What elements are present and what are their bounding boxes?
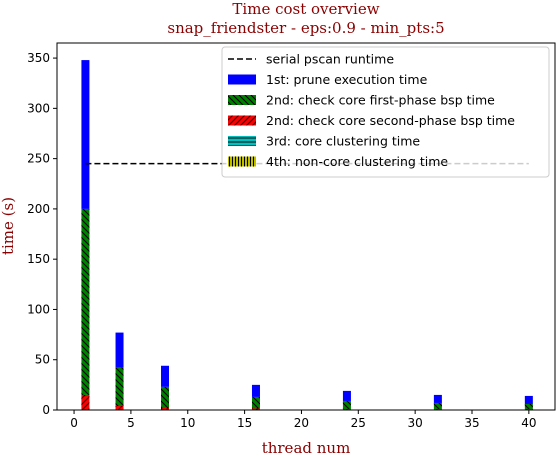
x-axis-ticks: 0 5 10 15 20 25 30 35 40 [70,410,536,430]
x-tick-label: 35 [464,416,479,430]
bar-2nd-check-core-second-phase-bsp-time-x8-hatch [161,407,170,410]
legend-item-2nd-check-core-second-phase-bsp-time: 2nd: check core second-phase bsp time [228,113,515,128]
bar-2nd-check-core-second-phase-bsp-time-x1-hatch [81,394,90,410]
y-tick-label: 0 [42,403,50,417]
legend: serial pscan runtime 1st: prune execution… [221,46,550,178]
bar-2nd-check-core-second-phase-bsp-time-x4-hatch [115,405,124,410]
y-tick-label: 150 [27,252,50,266]
x-tick-label: 0 [70,416,78,430]
chart-title: Time cost overview [232,0,379,18]
bar-1st-prune-execution-time-x8 [161,365,170,387]
x-tick-label: 10 [180,416,195,430]
legend-label: 3rd: core clustering time [266,134,420,149]
bar-2nd-check-core-first-phase-bsp-time-x8-hatch [161,386,170,408]
bar-2nd-check-core-second-phase-bsp-time-x40-hatch [524,408,533,410]
legend-label: 2nd: check core first-phase bsp time [266,93,495,108]
y-axis-label: time (s) [0,197,17,255]
bar-1st-prune-execution-time-x24 [342,390,351,401]
y-tick-label: 50 [35,353,50,367]
bar-1st-prune-execution-time-x16 [251,384,260,397]
x-tick-label: 25 [351,416,366,430]
x-tick-label: 20 [294,416,309,430]
x-tick-label: 5 [127,416,135,430]
y-tick-label: 100 [27,302,50,316]
legend-label: 1st: prune execution time [266,72,428,87]
chart-subtitle: snap_friendster - eps:0.9 - min_pts:5 [167,19,444,37]
legend-item-2nd-check-core-first-phase-bsp-time: 2nd: check core first-phase bsp time [228,93,495,108]
bar-2nd-check-core-first-phase-bsp-time-x40-hatch [524,403,533,409]
bar-2nd-check-core-second-phase-bsp-time-x16-hatch [251,408,260,410]
y-tick-label: 350 [27,51,50,65]
legend-label: 4th: non-core clustering time [266,154,448,169]
bar-1st-prune-execution-time-x40 [524,395,533,404]
bar-2nd-check-core-first-phase-bsp-time-x24-hatch [342,400,351,409]
x-tick-label: 40 [521,416,536,430]
legend-swatch-hatch [228,95,256,105]
y-tick-label: 200 [27,202,50,216]
legend-item-4th-non-core-clustering-time: 4th: non-core clustering time [228,154,448,169]
legend-swatch-hatch [228,136,256,146]
bars [81,60,533,410]
bar-2nd-check-core-second-phase-bsp-time-x32-hatch [433,408,442,410]
y-tick-label: 300 [27,101,50,115]
y-tick-label: 250 [27,152,50,166]
legend-item-3rd-core-clustering-time: 3rd: core clustering time [228,134,420,149]
legend-swatch [228,74,256,85]
legend-item-serial-pscan-runtime: serial pscan runtime [228,52,394,67]
bar-2nd-check-core-first-phase-bsp-time-x1-hatch [81,208,90,395]
bar-2nd-check-core-first-phase-bsp-time-x32-hatch [433,402,442,409]
legend-swatch-hatch [228,115,256,126]
legend-swatch-hatch [228,156,256,167]
x-tick-label: 30 [408,416,423,430]
bar-2nd-check-core-first-phase-bsp-time-x4-hatch [115,367,124,406]
legend-frame [221,46,550,178]
y-axis-ticks: 0 50 100 150 200 250 300 350 [27,51,57,417]
legend-label: serial pscan runtime [266,52,394,67]
bar-1st-prune-execution-time-x4 [115,332,124,368]
x-tick-label: 15 [237,416,252,430]
legend-item-1st-prune-execution-time: 1st: prune execution time [228,72,428,87]
legend-label: 2nd: check core second-phase bsp time [266,113,515,128]
bar-1st-prune-execution-time-x1 [81,60,90,209]
x-axis-label: thread num [262,439,351,456]
plot-frame [56,42,556,411]
bar-2nd-check-core-first-phase-bsp-time-x16-hatch [251,396,260,409]
bar-1st-prune-execution-time-x32 [433,394,442,403]
bar-2nd-check-core-second-phase-bsp-time-x24-hatch [342,408,351,410]
